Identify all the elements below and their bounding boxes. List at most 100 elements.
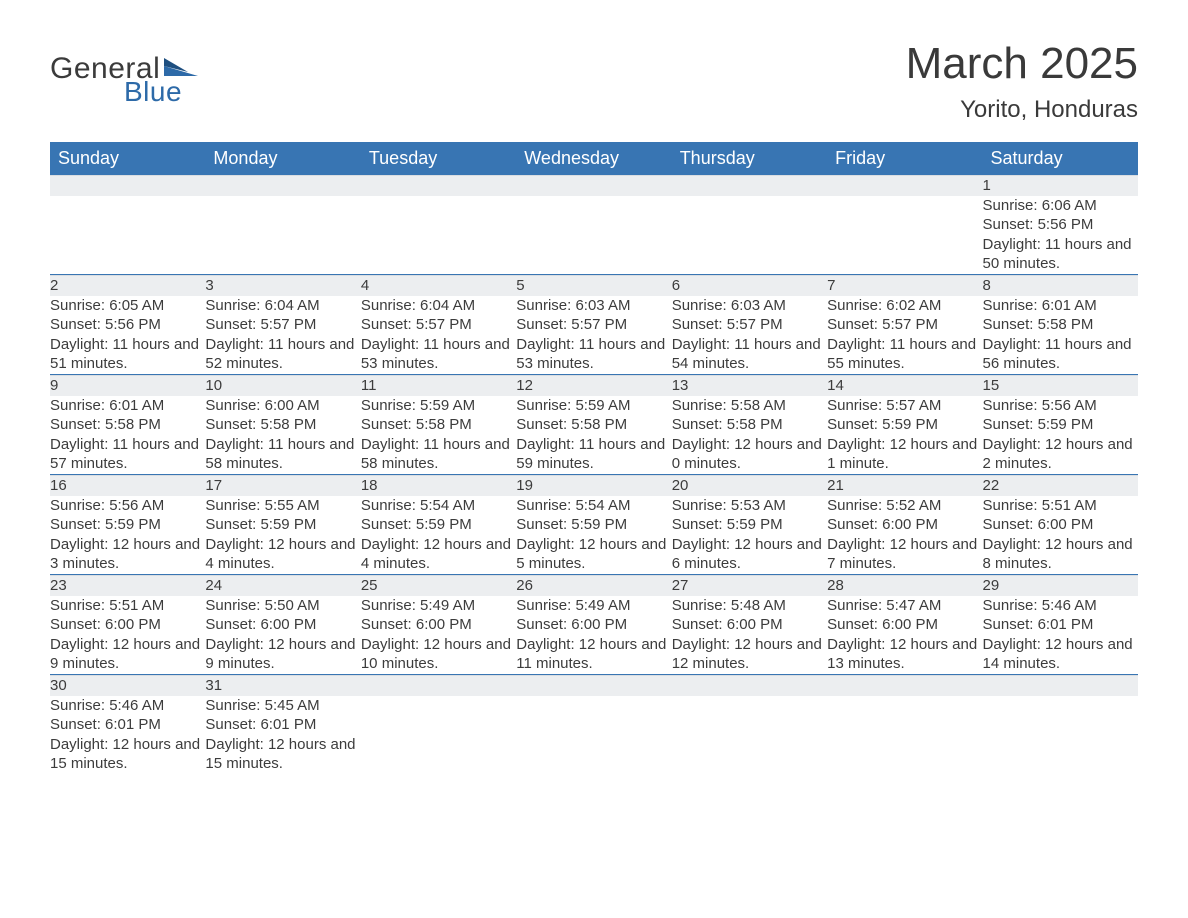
daylight-line: Daylight: 11 hours and 59 minutes. [516, 435, 671, 474]
day-number-cell: 11 [361, 376, 516, 396]
day-number-cell: 31 [205, 676, 360, 696]
day-data-cell: Sunrise: 6:01 AMSunset: 5:58 PMDaylight:… [50, 396, 205, 474]
day-data-cell [672, 696, 827, 774]
day-data-row: Sunrise: 6:01 AMSunset: 5:58 PMDaylight:… [50, 396, 1138, 474]
day-number-cell [516, 676, 671, 696]
sunrise-line: Sunrise: 5:54 AM [361, 496, 516, 516]
daylight-line: Daylight: 11 hours and 56 minutes. [983, 335, 1138, 374]
day-number-cell: 3 [205, 276, 360, 296]
day-data-cell: Sunrise: 5:59 AMSunset: 5:58 PMDaylight:… [516, 396, 671, 474]
sunrise-line: Sunrise: 5:57 AM [827, 396, 982, 416]
sunset-line: Sunset: 5:59 PM [50, 515, 205, 535]
calendar-table: Sunday Monday Tuesday Wednesday Thursday… [50, 142, 1138, 774]
day-data-cell: Sunrise: 5:48 AMSunset: 6:00 PMDaylight:… [672, 596, 827, 674]
day-number-cell: 4 [361, 276, 516, 296]
page-subtitle: Yorito, Honduras [906, 96, 1138, 124]
day-data-cell: Sunrise: 5:51 AMSunset: 6:00 PMDaylight:… [983, 496, 1138, 574]
sunset-line: Sunset: 5:57 PM [827, 315, 982, 335]
daylight-line: Daylight: 11 hours and 58 minutes. [205, 435, 360, 474]
sunrise-line: Sunrise: 5:52 AM [827, 496, 982, 516]
daylight-line: Daylight: 11 hours and 57 minutes. [50, 435, 205, 474]
day-data-cell: Sunrise: 5:51 AMSunset: 6:00 PMDaylight:… [50, 596, 205, 674]
day-data-cell: Sunrise: 6:05 AMSunset: 5:56 PMDaylight:… [50, 296, 205, 374]
daylight-line: Daylight: 12 hours and 3 minutes. [50, 535, 205, 574]
sunset-line: Sunset: 5:57 PM [361, 315, 516, 335]
day-number-cell [50, 176, 205, 196]
day-number-cell [827, 676, 982, 696]
weekday-header: Friday [827, 142, 982, 176]
day-data-cell: Sunrise: 5:49 AMSunset: 6:00 PMDaylight:… [516, 596, 671, 674]
sunrise-line: Sunrise: 5:56 AM [983, 396, 1138, 416]
sunset-line: Sunset: 6:00 PM [672, 615, 827, 635]
weekday-header: Saturday [983, 142, 1138, 176]
sunset-line: Sunset: 6:00 PM [50, 615, 205, 635]
sunset-line: Sunset: 6:00 PM [205, 615, 360, 635]
day-number-cell: 8 [983, 276, 1138, 296]
day-data-cell [50, 196, 205, 274]
daylight-line: Daylight: 11 hours and 53 minutes. [516, 335, 671, 374]
sunset-line: Sunset: 6:00 PM [827, 615, 982, 635]
sunrise-line: Sunrise: 6:02 AM [827, 296, 982, 316]
header: General Blue March 2025 Yorito, Honduras [50, 40, 1138, 124]
daylight-line: Daylight: 12 hours and 11 minutes. [516, 635, 671, 674]
day-number-cell: 22 [983, 476, 1138, 496]
weekday-header: Wednesday [516, 142, 671, 176]
sunrise-line: Sunrise: 5:54 AM [516, 496, 671, 516]
day-number-cell: 12 [516, 376, 671, 396]
day-data-cell: Sunrise: 5:45 AMSunset: 6:01 PMDaylight:… [205, 696, 360, 774]
sunset-line: Sunset: 6:01 PM [205, 715, 360, 735]
daylight-line: Daylight: 12 hours and 1 minute. [827, 435, 982, 474]
day-number-cell [205, 176, 360, 196]
day-number-cell [516, 176, 671, 196]
day-number-cell [827, 176, 982, 196]
day-number-cell: 6 [672, 276, 827, 296]
sunrise-line: Sunrise: 6:03 AM [516, 296, 671, 316]
day-number-cell: 14 [827, 376, 982, 396]
sunrise-line: Sunrise: 5:50 AM [205, 596, 360, 616]
sunset-line: Sunset: 5:59 PM [361, 515, 516, 535]
day-number-row: 9101112131415 [50, 376, 1138, 396]
day-data-cell: Sunrise: 5:47 AMSunset: 6:00 PMDaylight:… [827, 596, 982, 674]
sunrise-line: Sunrise: 6:03 AM [672, 296, 827, 316]
day-data-cell [827, 196, 982, 274]
daylight-line: Daylight: 11 hours and 58 minutes. [361, 435, 516, 474]
sunrise-line: Sunrise: 5:55 AM [205, 496, 360, 516]
sunset-line: Sunset: 5:59 PM [516, 515, 671, 535]
day-number-cell: 21 [827, 476, 982, 496]
daylight-line: Daylight: 12 hours and 4 minutes. [205, 535, 360, 574]
day-data-cell [516, 696, 671, 774]
day-data-cell: Sunrise: 5:50 AMSunset: 6:00 PMDaylight:… [205, 596, 360, 674]
day-number-cell: 1 [983, 176, 1138, 196]
day-data-cell [672, 196, 827, 274]
daylight-line: Daylight: 12 hours and 0 minutes. [672, 435, 827, 474]
daylight-line: Daylight: 11 hours and 51 minutes. [50, 335, 205, 374]
sunrise-line: Sunrise: 5:46 AM [50, 696, 205, 716]
day-number-cell [361, 176, 516, 196]
day-data-cell [827, 696, 982, 774]
day-number-cell [361, 676, 516, 696]
daylight-line: Daylight: 12 hours and 2 minutes. [983, 435, 1138, 474]
day-data-cell: Sunrise: 5:53 AMSunset: 5:59 PMDaylight:… [672, 496, 827, 574]
sunrise-line: Sunrise: 6:01 AM [50, 396, 205, 416]
sunset-line: Sunset: 6:00 PM [516, 615, 671, 635]
day-number-cell: 17 [205, 476, 360, 496]
day-data-cell: Sunrise: 5:56 AMSunset: 5:59 PMDaylight:… [50, 496, 205, 574]
day-number-cell: 29 [983, 576, 1138, 596]
day-data-cell: Sunrise: 6:03 AMSunset: 5:57 PMDaylight:… [516, 296, 671, 374]
day-data-cell: Sunrise: 5:57 AMSunset: 5:59 PMDaylight:… [827, 396, 982, 474]
sunset-line: Sunset: 5:58 PM [672, 415, 827, 435]
weekday-header: Sunday [50, 142, 205, 176]
day-number-row: 3031 [50, 676, 1138, 696]
sunset-line: Sunset: 6:01 PM [50, 715, 205, 735]
sunset-line: Sunset: 5:59 PM [983, 415, 1138, 435]
day-data-cell: Sunrise: 5:56 AMSunset: 5:59 PMDaylight:… [983, 396, 1138, 474]
sunrise-line: Sunrise: 6:05 AM [50, 296, 205, 316]
sunrise-line: Sunrise: 5:46 AM [983, 596, 1138, 616]
day-data-cell [983, 696, 1138, 774]
daylight-line: Daylight: 12 hours and 15 minutes. [205, 735, 360, 774]
sunset-line: Sunset: 5:56 PM [50, 315, 205, 335]
day-data-cell [361, 696, 516, 774]
day-number-cell: 5 [516, 276, 671, 296]
day-data-cell: Sunrise: 5:49 AMSunset: 6:00 PMDaylight:… [361, 596, 516, 674]
day-data-cell: Sunrise: 5:58 AMSunset: 5:58 PMDaylight:… [672, 396, 827, 474]
